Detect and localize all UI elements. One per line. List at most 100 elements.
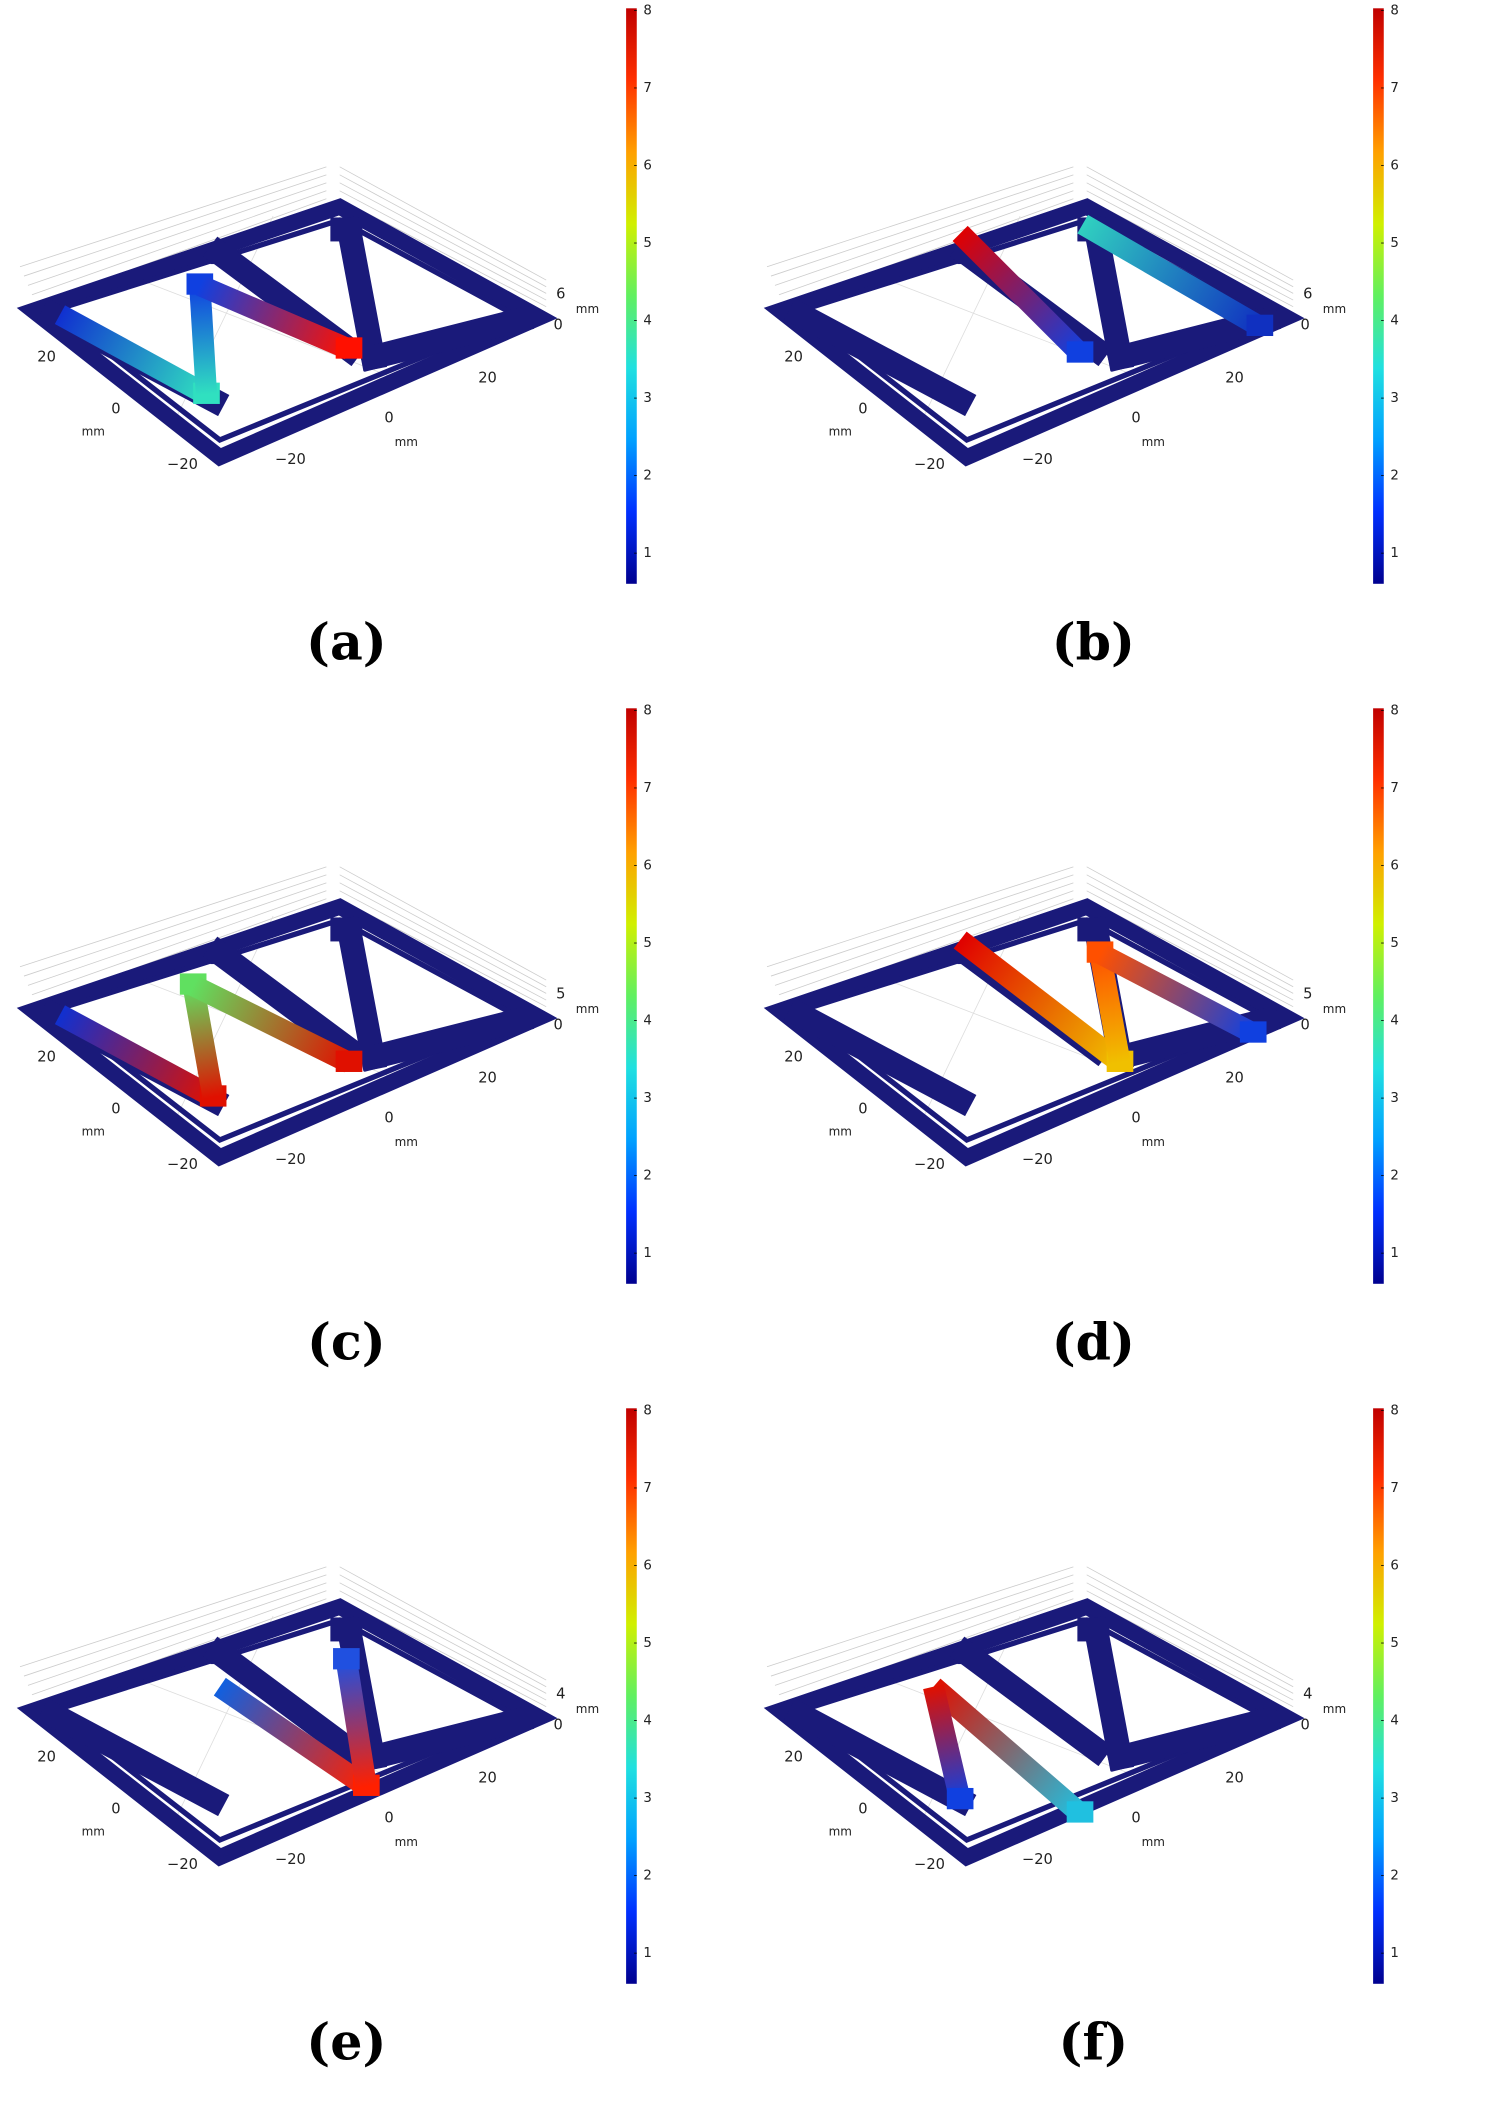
axis-tick: 20 (478, 370, 497, 387)
deformed-beam (923, 1684, 971, 1803)
grid-line (1086, 1582, 1294, 1694)
colorbar-tick-label: 8 (643, 703, 651, 718)
z-tick: 0 (1301, 1716, 1310, 1733)
anchor (330, 1617, 363, 1642)
grid-line (339, 1574, 547, 1688)
axis-unit: mm (82, 1124, 105, 1138)
anchor (957, 1642, 985, 1665)
anchor (210, 242, 238, 265)
z-tick: 0 (554, 1716, 563, 1733)
colorbar-tick-label: 2 (1390, 1169, 1398, 1184)
axis-tick: 0 (1131, 1110, 1140, 1127)
axis-unit: mm (82, 1824, 105, 1838)
z-tick: 0 (1301, 316, 1310, 333)
axis-tick: −20 (167, 1156, 198, 1173)
axis-tick: 20 (1225, 370, 1244, 387)
anchor (210, 942, 238, 965)
grid-line (1086, 166, 1294, 281)
grid-line (770, 874, 1074, 977)
axis-tick: 0 (384, 410, 393, 427)
axis-tick: −20 (1022, 1151, 1053, 1168)
colorbar-tick-label: 4 (1390, 1014, 1398, 1029)
axis-tick: 0 (111, 1800, 120, 1817)
axis-tick: 20 (784, 1748, 803, 1765)
panel-label: (b) (1052, 611, 1135, 671)
block (1066, 1801, 1094, 1823)
deformed-beam (1089, 951, 1131, 1065)
grid-line (766, 866, 1074, 968)
beam (335, 915, 387, 1072)
grid-line (766, 166, 1074, 268)
anchor (1077, 917, 1110, 942)
z-tick: 4 (1303, 1686, 1312, 1703)
axis-tick: −20 (914, 1856, 945, 1873)
grid-line (339, 182, 547, 294)
grid-line (774, 882, 1074, 986)
grid-line (339, 190, 547, 301)
frame (763, 198, 1305, 467)
block (1066, 341, 1094, 363)
axis-tick: −20 (914, 456, 945, 473)
deformed-beam (952, 225, 1088, 361)
block (946, 1787, 974, 1810)
beam (358, 1705, 535, 1772)
axis-tick: 20 (1225, 1070, 1244, 1087)
colorbar-tick-label: 8 (1390, 3, 1398, 18)
grid-line (31, 890, 327, 996)
grid-line (1086, 890, 1294, 1001)
deformed-beam (188, 975, 354, 1073)
deformed-beam (54, 1005, 219, 1107)
grid-line (27, 182, 327, 286)
axis-unit: mm (1142, 1135, 1165, 1149)
colorbar-tick-label: 7 (643, 81, 651, 96)
colorbar-tick-label: 7 (643, 781, 651, 796)
colorbar-tick-label: 2 (643, 1169, 651, 1184)
grid-line (23, 1574, 327, 1677)
colorbar (626, 1408, 637, 1984)
grid-line (339, 866, 547, 981)
axis-tick: 20 (37, 1048, 56, 1065)
grid-line (778, 190, 1074, 296)
axis-tick: 0 (111, 1100, 120, 1117)
grid-line (19, 866, 327, 968)
grid-line (1086, 882, 1294, 994)
grid-line (23, 874, 327, 977)
beam (1082, 215, 1134, 372)
grid-line (1086, 1566, 1294, 1681)
grid-line (23, 174, 327, 277)
axis-tick: −20 (914, 1156, 945, 1173)
grid-line (1086, 174, 1294, 288)
colorbar-tick-label: 1 (1390, 1246, 1398, 1261)
grid-line (339, 882, 547, 994)
axis-tick: −20 (275, 1151, 306, 1168)
axis-tick: 20 (37, 1748, 56, 1765)
axis-unit: mm (395, 1835, 418, 1849)
axis-tick: −20 (275, 1851, 306, 1868)
block (333, 1648, 360, 1670)
axis-tick: −20 (275, 451, 306, 468)
axis-unit: mm (1323, 302, 1346, 316)
colorbar-tick-label: 7 (643, 1481, 651, 1496)
axis-tick: 0 (858, 400, 867, 417)
beam (37, 1698, 230, 1817)
colorbar-tick-label: 6 (1390, 858, 1398, 873)
colorbar-tick-label: 6 (643, 1558, 651, 1573)
z-tick: 4 (556, 1686, 565, 1703)
grid-line (27, 1582, 327, 1686)
axis-tick: 0 (384, 1110, 393, 1127)
beam (950, 1636, 1113, 1767)
axis-unit: mm (395, 1135, 418, 1149)
frame (16, 898, 558, 1167)
colorbar-tick-label: 8 (643, 3, 651, 18)
grid-line (1086, 1574, 1294, 1688)
grid-line (339, 1590, 547, 1701)
z-tick: 0 (554, 1016, 563, 1033)
deformed-beam (335, 1658, 377, 1789)
grid-line (339, 174, 547, 288)
deformed-beam (1095, 943, 1259, 1043)
grid-line (1086, 190, 1294, 301)
